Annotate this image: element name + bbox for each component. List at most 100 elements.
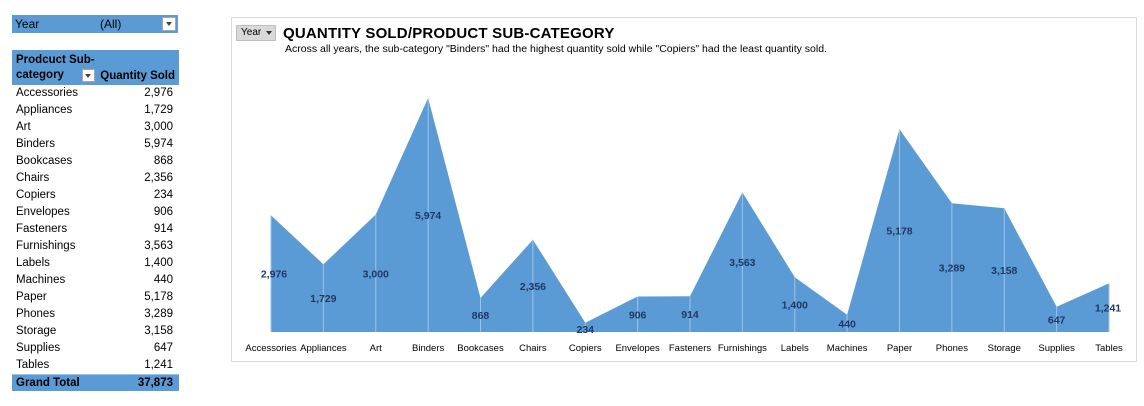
pivot-row-label: Binders — [16, 138, 55, 150]
grand-total-label: Grand Total — [16, 377, 80, 389]
pivot-row: Appliances 1,729 — [12, 102, 179, 119]
pivot-row-value: 868 — [153, 155, 173, 167]
filter-value-text: (All) — [100, 17, 122, 31]
chevron-down-icon — [85, 74, 91, 78]
x-tick-label: Envelopes — [615, 343, 660, 354]
x-tick-label: Furnishings — [718, 343, 767, 354]
pivot-row-label: Bookcases — [16, 155, 73, 167]
pivot-row: Phones 3,289 — [12, 306, 179, 323]
pivot-row-label: Paper — [16, 291, 47, 303]
filter-label: Year — [12, 15, 95, 33]
data-label: 440 — [838, 318, 856, 330]
data-label: 2,976 — [261, 269, 287, 281]
pivot-row-value: 906 — [153, 206, 173, 218]
pivot-row: Storage 3,158 — [12, 323, 179, 340]
x-tick-label: Appliances — [300, 343, 347, 354]
chart-subtitle: Across all years, the sub-category "Bind… — [285, 43, 827, 55]
year-field-button-label: Year — [241, 27, 262, 38]
data-label: 906 — [629, 309, 647, 321]
filter-value[interactable]: (All) — [95, 15, 178, 33]
pivot-row-value: 914 — [153, 223, 173, 235]
chart-panel: 2,976 1,729 3,000 5,974 868 2,356 234 906 914 3,5… — [231, 17, 1137, 362]
x-tick-label: Supplies — [1038, 343, 1075, 354]
chevron-down-icon — [266, 31, 272, 35]
pivot-row-value: 1,241 — [144, 359, 173, 371]
pivot-row-label: Storage — [16, 325, 57, 337]
x-tick-label: Bookcases — [457, 343, 504, 354]
data-label: 2,356 — [520, 281, 546, 293]
data-label: 1,241 — [1095, 303, 1121, 315]
pivot-row: Labels 1,400 — [12, 255, 179, 272]
x-tick-label: Machines — [827, 343, 868, 354]
pivot-header: Prodcuct Sub-category Quantity Sold — [12, 50, 179, 85]
pivot-row-label: Supplies — [16, 342, 61, 354]
x-tick-label: Tables — [1095, 343, 1123, 354]
pivot-row: Bookcases 868 — [12, 153, 179, 170]
x-tick-label: Chairs — [519, 343, 547, 354]
pivot-row-label: Phones — [16, 308, 56, 320]
pivot-row-value: 5,178 — [144, 291, 173, 303]
pivot-row-header: Prodcuct Sub-category — [16, 54, 95, 81]
pivot-row-label: Chairs — [16, 172, 50, 184]
pivot-row-value: 1,400 — [144, 257, 173, 269]
x-tick-label: Accessories — [245, 343, 296, 354]
data-label: 914 — [681, 309, 699, 321]
data-label: 3,158 — [991, 265, 1017, 277]
pivot-row-label: Furnishings — [16, 240, 76, 252]
pivot-row: Copiers 234 — [12, 187, 179, 204]
pivot-row: Furnishings 3,563 — [12, 238, 179, 255]
pivot-row-label: Labels — [16, 257, 50, 269]
chart-title: QUANTITY SOLD/PRODUCT SUB-CATEGORY — [283, 25, 615, 42]
pivot-row-value: 234 — [153, 189, 173, 201]
row-filter-dropdown-button[interactable] — [82, 69, 95, 82]
pivot-row-value: 2,976 — [144, 87, 173, 99]
pivot-row-label: Art — [16, 121, 31, 133]
x-tick-label: Copiers — [569, 343, 602, 354]
pivot-row-value: 647 — [153, 342, 173, 354]
pivot-row: Accessories 2,976 — [12, 85, 179, 102]
pivot-row-value: 2,356 — [144, 172, 173, 184]
data-label: 5,974 — [415, 210, 441, 222]
pivot-row-label: Tables — [16, 359, 50, 371]
data-label: 1,400 — [782, 300, 808, 312]
pivot-rows: Accessories 2,976 Appliances 1,729 Art 3,000 B… — [12, 85, 179, 374]
pivot-row-value: 3,289 — [144, 308, 173, 320]
filter-dropdown-button[interactable] — [162, 17, 176, 31]
year-filter: Year (All) — [12, 15, 178, 33]
pivot-row-value: 3,563 — [144, 240, 173, 252]
pivot-row-value: 3,158 — [144, 325, 173, 337]
pivot-row-label: Machines — [16, 274, 66, 286]
x-tick-label: Fasteners — [669, 343, 711, 354]
data-label: 868 — [472, 310, 490, 322]
pivot-row: Art 3,000 — [12, 119, 179, 136]
pivot-row-value: 5,974 — [144, 138, 173, 150]
pivot-row-value: 3,000 — [144, 121, 173, 133]
data-label: 647 — [1048, 314, 1066, 326]
x-tick-label: Binders — [412, 343, 444, 354]
pivot-grand-total-row: Grand Total 37,873 — [12, 374, 179, 391]
year-field-button[interactable]: Year — [236, 25, 276, 41]
pivot-row-value: 1,729 — [144, 104, 173, 116]
data-label: 3,000 — [363, 268, 389, 280]
x-tick-label: Storage — [988, 343, 1021, 354]
data-label: 234 — [576, 324, 594, 336]
x-tick-label: Art — [370, 343, 383, 354]
pivot-table: Prodcuct Sub-category Quantity Sold Acce… — [12, 50, 179, 391]
pivot-row: Envelopes 906 — [12, 204, 179, 221]
pivot-row: Tables 1,241 — [12, 357, 179, 374]
pivot-row: Binders 5,974 — [12, 136, 179, 153]
x-tick-label: Paper — [887, 343, 912, 354]
pivot-row-label: Appliances — [16, 104, 73, 116]
x-tick-label: Phones — [936, 343, 968, 354]
pivot-row: Fasteners 914 — [12, 221, 179, 238]
chevron-down-icon — [166, 22, 172, 26]
pivot-row-label: Copiers — [16, 189, 56, 201]
pivot-row-label: Accessories — [16, 87, 78, 99]
data-label: 3,289 — [939, 263, 965, 275]
pivot-row: Paper 5,178 — [12, 289, 179, 306]
area-chart: 2,976 1,729 3,000 5,974 868 2,356 234 906 914 3,5… — [245, 98, 1123, 354]
data-label: 3,563 — [729, 257, 755, 269]
data-label: 1,729 — [310, 293, 336, 305]
pivot-row-label: Fasteners — [16, 223, 68, 235]
grand-total-value: 37,873 — [137, 377, 173, 389]
